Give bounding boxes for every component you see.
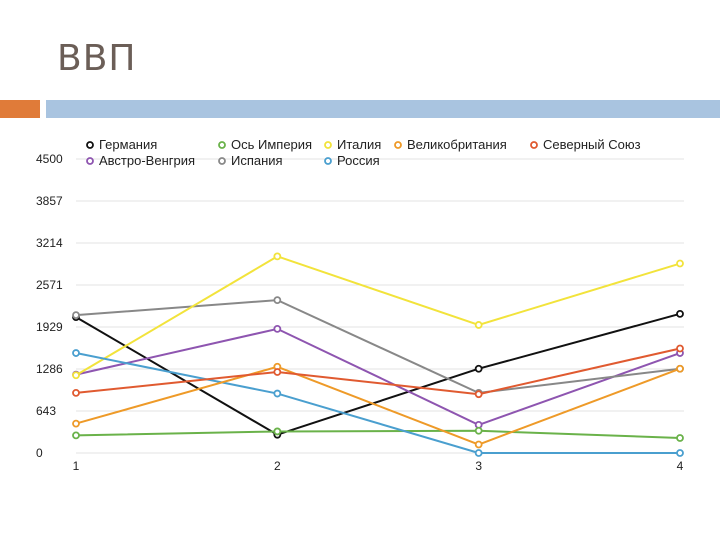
data-point: [676, 259, 684, 268]
data-point: [474, 321, 483, 329]
legend-label[interactable]: Австро-Венгрия: [99, 153, 195, 168]
data-point: [273, 368, 282, 376]
series-line: [75, 255, 681, 377]
data-point: [474, 426, 483, 435]
series-line: [75, 429, 681, 439]
legend-marker: [218, 141, 226, 149]
data-point: [72, 371, 80, 380]
x-tick-label: 3: [475, 459, 482, 473]
legend-label[interactable]: Испания: [231, 153, 283, 168]
legend-marker: [324, 157, 332, 165]
legend-label[interactable]: Северный Союз: [543, 137, 641, 152]
data-point: [676, 434, 684, 442]
data-point: [72, 311, 80, 320]
legend-marker: [324, 141, 332, 149]
data-point: [72, 419, 80, 428]
slide-title: ВВП: [57, 38, 137, 79]
data-point: [273, 389, 282, 398]
data-point: [676, 449, 684, 457]
data-point: [474, 449, 483, 457]
title-accent-bar-blue: [46, 100, 720, 118]
legend-marker: [86, 157, 94, 165]
line-chart: 0 643 1286 1929 2571 3214 3857 4500 1 2 3 4 Герман…: [36, 137, 684, 473]
data-point: [676, 364, 684, 373]
y-axis-ticks: 0 643 1286 1929 2571 3214 3857 4500: [36, 152, 63, 460]
y-tick-label: 643: [36, 404, 56, 418]
y-tick-label: 1286: [36, 362, 63, 376]
data-point: [273, 296, 282, 305]
series-line: [75, 299, 681, 394]
series-line: [75, 365, 681, 446]
legend-marker: [394, 141, 402, 149]
series-group: [72, 252, 684, 457]
data-point: [474, 440, 483, 449]
legend-marker: [530, 141, 538, 149]
series-line: [75, 327, 681, 426]
data-point: [72, 431, 80, 440]
data-point: [474, 364, 483, 373]
gridlines: [76, 158, 684, 454]
data-point: [72, 388, 80, 397]
y-tick-label: 2571: [36, 278, 63, 292]
data-point: [474, 390, 483, 399]
data-point: [273, 324, 282, 333]
legend-marker: [218, 157, 226, 165]
series-line: [75, 312, 681, 436]
data-point: [676, 309, 684, 318]
title-accent-bar-orange: [0, 100, 40, 118]
y-tick-label: 4500: [36, 152, 63, 166]
x-tick-label: 4: [677, 459, 684, 473]
data-point: [273, 252, 282, 261]
data-point: [273, 427, 282, 436]
legend-label[interactable]: Германия: [99, 137, 157, 152]
y-tick-label: 1929: [36, 320, 63, 334]
y-tick-label: 0: [36, 446, 43, 460]
legend-label[interactable]: Ось Империя: [231, 137, 312, 152]
legend-marker: [86, 141, 94, 149]
series-line: [75, 347, 681, 396]
x-tick-label: 2: [274, 459, 281, 473]
series-line: [75, 352, 680, 454]
x-axis-ticks: 1 2 3 4: [73, 459, 684, 473]
y-tick-label: 3214: [36, 236, 63, 250]
legend-label[interactable]: Италия: [337, 137, 381, 152]
legend-label[interactable]: Великобритания: [407, 137, 507, 152]
data-point: [676, 344, 684, 353]
y-tick-label: 3857: [36, 194, 63, 208]
legend-label[interactable]: Россия: [337, 153, 380, 168]
data-point: [72, 349, 80, 357]
legend: Германия Ось Империя Италия Великобритания С…: [86, 137, 641, 168]
x-tick-label: 1: [73, 459, 80, 473]
